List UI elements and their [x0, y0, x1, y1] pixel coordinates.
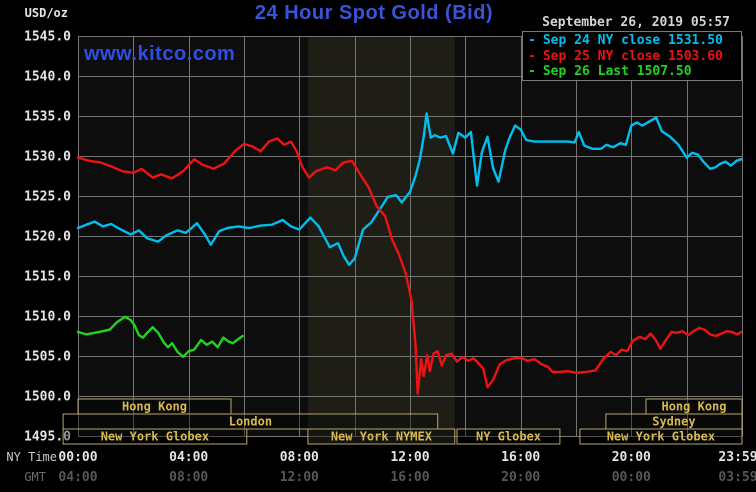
session-box: New York Globex	[579, 428, 743, 445]
legend-item: - Sep 26 Last 1507.50	[528, 64, 741, 80]
legend-item: - Sep 25 NY close 1503.60	[528, 49, 741, 65]
kitco-watermark: www.kitco.com	[84, 43, 236, 65]
ny-time-axis-caption: NY Time	[6, 450, 57, 464]
series-line-sep-24	[76, 112, 743, 266]
y-axis-tick-label: 1545.0	[24, 30, 71, 45]
legend-item-label: Sep 25 NY close 1503.60	[542, 48, 723, 64]
y-axis-tick-label: 1525.0	[24, 190, 71, 205]
y-axis-tick-label: 1500.0	[24, 390, 71, 405]
y-axis-tick-label: 1540.0	[24, 70, 71, 85]
y-axis-tick-label: 1510.0	[24, 310, 71, 325]
session-label: New York Globex	[607, 430, 715, 444]
session-label: NY Globex	[476, 430, 541, 444]
x-axis-tick-ny-time: 08:00	[280, 450, 319, 465]
y-axis-tick-label: 1530.0	[24, 150, 71, 165]
session-box: London	[62, 413, 439, 430]
x-axis-tick-gmt: 04:00	[58, 470, 97, 485]
series-line-sep-25	[76, 137, 743, 395]
x-axis-tick-ny-time: 00:00	[58, 450, 97, 465]
legend-item-label: Sep 26 Last 1507.50	[542, 64, 692, 80]
session-label: New York NYMEX	[331, 430, 433, 444]
x-axis-tick-gmt: 08:00	[169, 470, 208, 485]
session-label: Sydney	[652, 415, 695, 429]
legend-series-marker: -	[528, 64, 536, 80]
datetime-label: September 26, 2019 05:57	[542, 15, 730, 30]
x-axis-tick-ny-time: 04:00	[169, 450, 208, 465]
session-box-rect	[62, 413, 439, 430]
x-axis-tick-ny-time: 12:00	[390, 450, 429, 465]
session-box-rect	[645, 398, 743, 415]
legend-series-marker: -	[528, 48, 536, 64]
series-line-sep-26	[76, 315, 244, 358]
legend-item: - Sep 24 NY close 1531.50	[528, 33, 741, 49]
y-axis-tick-label: 1505.0	[24, 350, 71, 365]
x-axis-tick-ny-time: 20:00	[612, 450, 651, 465]
gmt-axis-caption: GMT	[24, 470, 46, 484]
x-axis-tick-ny-time: 23:59	[718, 450, 756, 465]
session-box-rect	[62, 428, 248, 445]
x-axis-tick-gmt: 03:59	[718, 470, 756, 485]
y-axis-tick-label: 1515.0	[24, 270, 71, 285]
session-box: Hong Kong	[77, 398, 232, 415]
nymex-session-band	[307, 36, 455, 444]
y-axis-tick-label: 1495.0	[24, 430, 71, 445]
session-label: Hong Kong	[122, 400, 187, 414]
x-axis-tick-gmt: 00:00	[612, 470, 651, 485]
session-label: London	[229, 415, 272, 429]
legend-box: - Sep 24 NY close 1531.50- Sep 25 NY close…	[522, 31, 742, 81]
x-axis-tick-gmt: 12:00	[280, 470, 319, 485]
session-label: New York Globex	[101, 430, 209, 444]
session-box-rect	[307, 428, 456, 445]
x-axis-tick-gmt: 20:00	[501, 470, 540, 485]
session-box: New York Globex	[62, 428, 248, 445]
session-box: NY Globex	[456, 428, 561, 445]
chart-title: 24 Hour Spot Gold (Bid)	[254, 2, 494, 24]
legend-item-label: Sep 24 NY close 1531.50	[542, 33, 723, 48]
session-box-rect	[456, 428, 561, 445]
x-axis-tick-gmt: 16:00	[390, 470, 429, 485]
y-axis-units-label: USD/oz	[24, 6, 68, 20]
x-axis-tick-ny-time: 16:00	[501, 450, 540, 465]
session-box: Sydney	[605, 413, 743, 430]
session-label: Hong Kong	[661, 400, 726, 414]
session-box: Hong Kong	[645, 398, 743, 415]
session-box: New York NYMEX	[307, 428, 456, 445]
y-axis-tick-label: 1520.0	[24, 230, 71, 245]
legend-series-marker: -	[528, 33, 536, 48]
y-axis-tick-label: 1535.0	[24, 110, 71, 125]
